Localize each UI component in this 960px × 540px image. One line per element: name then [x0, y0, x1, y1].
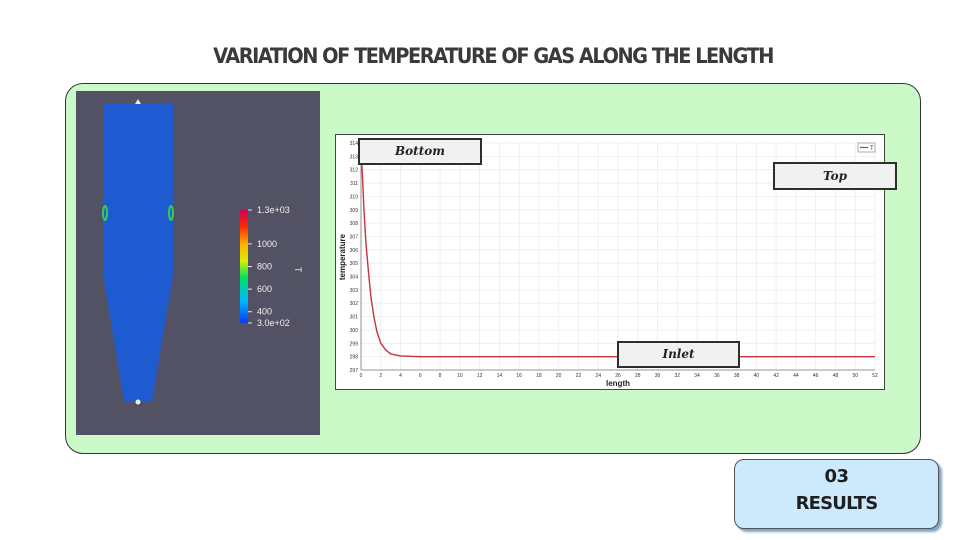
- x-tick-label: 18: [536, 373, 542, 379]
- x-tick-label: 4: [399, 373, 402, 379]
- section-label: RESULTS: [795, 493, 879, 514]
- series-line-T: [360, 149, 875, 358]
- colorbar-tick-label: 1.3e+03: [257, 205, 290, 215]
- x-tick-label: 6: [419, 373, 422, 379]
- y-tick-label: 309: [350, 208, 359, 214]
- y-tick-label: 300: [350, 328, 359, 334]
- y-tick-label: 304: [350, 275, 359, 281]
- annotation-top: Top: [773, 162, 897, 190]
- legend: T: [857, 142, 876, 153]
- x-tick-label: 32: [675, 373, 681, 379]
- colorbar: [240, 210, 248, 323]
- x-tick-label: 30: [655, 373, 661, 379]
- y-tick-label: 308: [350, 221, 359, 227]
- x-tick-label: 48: [833, 373, 839, 379]
- colorbar-tick-label: 600: [257, 284, 272, 294]
- bottom-outlet-marker: [135, 399, 141, 405]
- x-tick-label: 22: [576, 373, 582, 379]
- x-tick-label: 14: [497, 373, 503, 379]
- y-tick-label: 307: [350, 234, 359, 240]
- x-tick-label: 24: [595, 373, 601, 379]
- x-tick-label: 42: [773, 373, 779, 379]
- y-tick-label: 299: [350, 341, 359, 347]
- y-tick-label: 298: [350, 355, 359, 361]
- y-tick-label: 313: [350, 154, 359, 160]
- y-tick-label: 301: [350, 315, 359, 321]
- x-tick-label: 36: [714, 373, 720, 379]
- x-tick-label: 28: [635, 373, 641, 379]
- x-tick-label: 50: [852, 373, 858, 379]
- y-tick-label: 302: [350, 301, 359, 307]
- x-tick-label: 44: [793, 373, 799, 379]
- x-tick-label: 20: [556, 373, 562, 379]
- x-tick-label: 40: [754, 373, 760, 379]
- section-badge: 03 RESULTS: [734, 459, 939, 529]
- x-tick-label: 46: [813, 373, 819, 379]
- x-tick-label: 12: [477, 373, 483, 379]
- cfd-viewport[interactable]: 1.3e+03 1000 800 600 400 3.0e+02 T: [76, 91, 320, 435]
- y-tick-label: 312: [350, 168, 359, 174]
- annotation-inlet: Inlet: [617, 341, 740, 368]
- section-number: 03: [824, 466, 849, 487]
- y-tick-label: 305: [350, 261, 359, 267]
- inlet-marker-right: [168, 205, 174, 221]
- vessel-body: [103, 104, 173, 402]
- y-tick-label: 297: [350, 368, 359, 374]
- y-tick-label: 310: [350, 194, 359, 200]
- annotation-bottom: Bottom: [358, 138, 482, 165]
- colorbar-title: T: [293, 267, 303, 273]
- top-outlet-marker: [135, 99, 141, 104]
- x-tick-label: 52: [872, 373, 878, 379]
- y-tick-label: 311: [350, 181, 358, 187]
- y-axis-label: temperature: [338, 233, 347, 280]
- x-tick-label: 16: [516, 373, 522, 379]
- x-tick-label: 10: [457, 373, 463, 379]
- x-tick-label: 2: [379, 373, 382, 379]
- x-tick-label: 8: [439, 373, 442, 379]
- inlet-marker-left: [102, 205, 108, 221]
- x-tick-label: 0: [360, 373, 363, 379]
- legend-entry-T: T: [870, 146, 874, 152]
- colorbar-tick-label: 400: [257, 307, 272, 317]
- colorbar-tick-label: 1000: [257, 239, 277, 249]
- slide-title: VARIATION OF TEMPERATURE OF GAS ALONG TH…: [213, 44, 774, 68]
- y-tick-label: 306: [350, 248, 359, 254]
- x-tick-label: 38: [734, 373, 740, 379]
- y-tick-label: 303: [350, 288, 359, 294]
- x-axis-label: length: [606, 379, 630, 388]
- y-tick-label: 314: [350, 141, 359, 147]
- x-tick-label: 26: [615, 373, 621, 379]
- colorbar-tick-label: 800: [257, 262, 272, 272]
- colorbar-tick-label: 3.0e+02: [257, 318, 290, 328]
- x-tick-label: 34: [694, 373, 700, 379]
